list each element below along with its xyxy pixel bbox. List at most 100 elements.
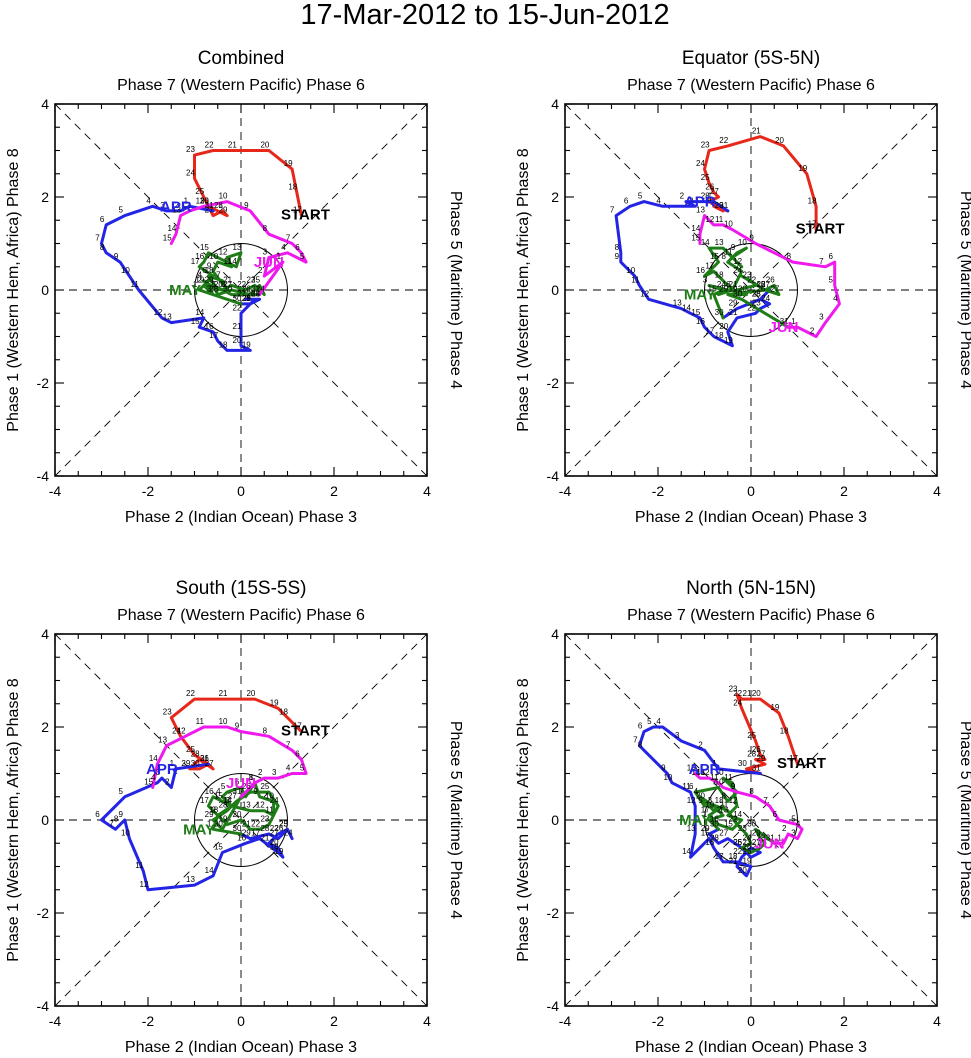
day-label: 8 — [722, 252, 727, 261]
day-label: 26 — [756, 285, 765, 294]
y-tick-label: -2 — [547, 905, 560, 921]
top-axis-label: Phase 7 (Western Pacific) Phase 6 — [627, 77, 875, 94]
day-label: 24 — [743, 833, 752, 842]
day-label: 20 — [752, 689, 761, 698]
day-label: 12 — [177, 726, 186, 735]
day-label: 29 — [719, 285, 728, 294]
day-label: 29 — [242, 829, 251, 838]
day-label: 22 — [270, 824, 279, 833]
day-label: 1 — [277, 252, 282, 261]
day-label: 10 — [121, 266, 130, 275]
day-label: 17 — [808, 220, 817, 229]
day-label: 27 — [223, 280, 232, 289]
day-label: 9 — [731, 243, 736, 252]
day-label: 2 — [717, 805, 722, 814]
series-line-mar — [193, 149, 303, 218]
day-label: 26 — [733, 838, 742, 847]
day-label: 7 — [633, 736, 638, 745]
day-label: 9 — [731, 782, 736, 791]
day-label: 5 — [647, 717, 652, 726]
day-label: 15 — [724, 819, 733, 828]
day-label: 27 — [752, 838, 761, 847]
x-tick-label: 0 — [747, 483, 755, 499]
day-label: 26 — [743, 843, 752, 852]
day-label: 5 — [119, 206, 124, 215]
top-axis-label: Phase 7 (Western Pacific) Phase 6 — [117, 77, 365, 94]
day-label: 15 — [144, 777, 153, 786]
day-label: 13 — [696, 206, 705, 215]
x-tick-label: 2 — [840, 1013, 848, 1029]
right-axis-label: Phase 5 (Maritime) Phase 4 — [957, 721, 971, 919]
month-label-jun: JUN — [226, 775, 256, 792]
day-label: 26 — [242, 782, 251, 791]
day-label: 7 — [109, 819, 114, 828]
day-label: 2 — [165, 777, 170, 786]
day-label: 10 — [219, 717, 228, 726]
x-tick-label: -2 — [652, 1013, 665, 1029]
day-label: 29 — [752, 829, 761, 838]
day-label: 30 — [747, 819, 756, 828]
right-axis-label: Phase 5 (Maritime) Phase 4 — [957, 191, 971, 389]
day-label: 13 — [242, 801, 251, 810]
day-label: 27 — [270, 829, 279, 838]
day-label: 3 — [207, 285, 212, 294]
phase-divider-line — [564, 633, 938, 1007]
day-label: 26 — [752, 745, 761, 754]
day-label: 8 — [722, 791, 727, 800]
day-label: 17 — [715, 852, 724, 861]
day-label: 27 — [756, 750, 765, 759]
day-label: 18 — [288, 182, 297, 191]
y-tick-label: -2 — [37, 905, 50, 921]
day-label: 3 — [689, 196, 694, 205]
day-label: 19 — [284, 159, 293, 168]
day-label: 13 — [163, 313, 172, 322]
day-label: 20 — [270, 838, 279, 847]
day-label: 30 — [200, 196, 209, 205]
phase-divider-line — [564, 103, 938, 477]
series-line-jun — [151, 725, 308, 799]
day-label: 29 — [181, 759, 190, 768]
day-label: 16 — [237, 833, 246, 842]
day-label: 20 — [719, 322, 728, 331]
day-label: 28 — [214, 201, 223, 210]
day-label: 8 — [638, 740, 643, 749]
day-label: 4 — [151, 773, 156, 782]
day-label: 19 — [770, 703, 779, 712]
day-label: 3 — [156, 768, 161, 777]
day-label: 18 — [279, 708, 288, 717]
start-label: START — [281, 207, 330, 224]
day-label: 14 — [733, 810, 742, 819]
day-label: 1 — [708, 285, 713, 294]
day-label: 21 — [223, 275, 232, 284]
day-label: 7 — [286, 234, 291, 243]
day-label: 19 — [743, 857, 752, 866]
day-label: 19 — [705, 801, 714, 810]
day-label: 14 — [205, 866, 214, 875]
y-tick-label: 4 — [41, 626, 49, 642]
day-label: 27 — [719, 829, 728, 838]
day-label: 20 — [775, 136, 784, 145]
day-label: 3 — [819, 313, 824, 322]
day-label: 24 — [256, 285, 265, 294]
day-label: 7 — [239, 787, 244, 796]
series-line-apr — [100, 204, 262, 352]
y-tick-label: 4 — [41, 96, 49, 112]
day-label: 1 — [777, 833, 782, 842]
day-label: 22 — [733, 847, 742, 856]
day-label: 19 — [242, 340, 251, 349]
day-label: 29 — [219, 206, 228, 215]
panel-3: South (15S-5S) Phase 7 (Western Pacific) … — [5, 578, 464, 1056]
day-label: 9 — [207, 261, 212, 270]
day-label: 9 — [661, 764, 666, 773]
day-label: 17 — [701, 805, 710, 814]
day-label: 25 — [743, 847, 752, 856]
day-label: 17 — [789, 754, 798, 763]
day-label: 10 — [738, 238, 747, 247]
day-label: 13 — [233, 243, 242, 252]
day-label: 19 — [798, 164, 807, 173]
day-label: 11 — [631, 275, 640, 284]
bottom-axis-label: Phase 2 (Indian Ocean) Phase 3 — [635, 509, 867, 526]
day-label: 15 — [214, 791, 223, 800]
day-label: 4 — [146, 196, 151, 205]
start-label: START — [777, 755, 826, 772]
